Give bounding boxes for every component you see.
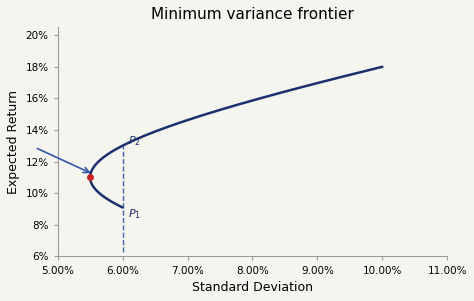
Text: $P_1$: $P_1$ xyxy=(128,207,141,221)
Title: Minimum variance frontier: Minimum variance frontier xyxy=(151,7,354,22)
X-axis label: Standard Deviation: Standard Deviation xyxy=(192,281,313,294)
Y-axis label: Expected Return: Expected Return xyxy=(7,90,20,194)
Text: $P_2$: $P_2$ xyxy=(128,134,141,148)
